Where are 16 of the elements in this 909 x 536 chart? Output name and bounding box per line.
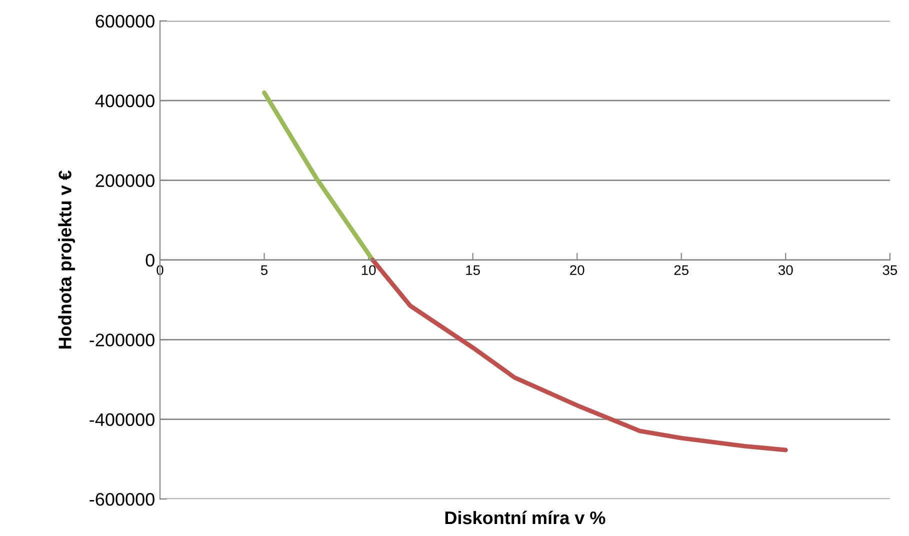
y-tick-label: 600000 bbox=[96, 14, 154, 28]
x-axis-title: Diskontní míra v % bbox=[445, 510, 606, 524]
x-tick-label: 5 bbox=[260, 265, 268, 276]
y-tick-label: 400000 bbox=[95, 94, 154, 108]
x-tick-label: 35 bbox=[882, 265, 898, 276]
y-tick-label: -400000 bbox=[90, 413, 154, 426]
x-tick-label: 15 bbox=[466, 265, 480, 276]
x-tick-label: 25 bbox=[674, 265, 689, 276]
x-tick-label: 20 bbox=[570, 265, 584, 276]
y-tick-label: -600000 bbox=[90, 492, 154, 506]
x-tick-label: 30 bbox=[778, 265, 793, 276]
y-tick-label: 0 bbox=[146, 254, 154, 267]
y-tick-label: -200000 bbox=[90, 334, 154, 346]
x-tick-label: 10 bbox=[362, 265, 376, 276]
y-tick-label: 200000 bbox=[96, 174, 154, 187]
y-axis-title: Hodnota projektu v € bbox=[58, 170, 75, 349]
